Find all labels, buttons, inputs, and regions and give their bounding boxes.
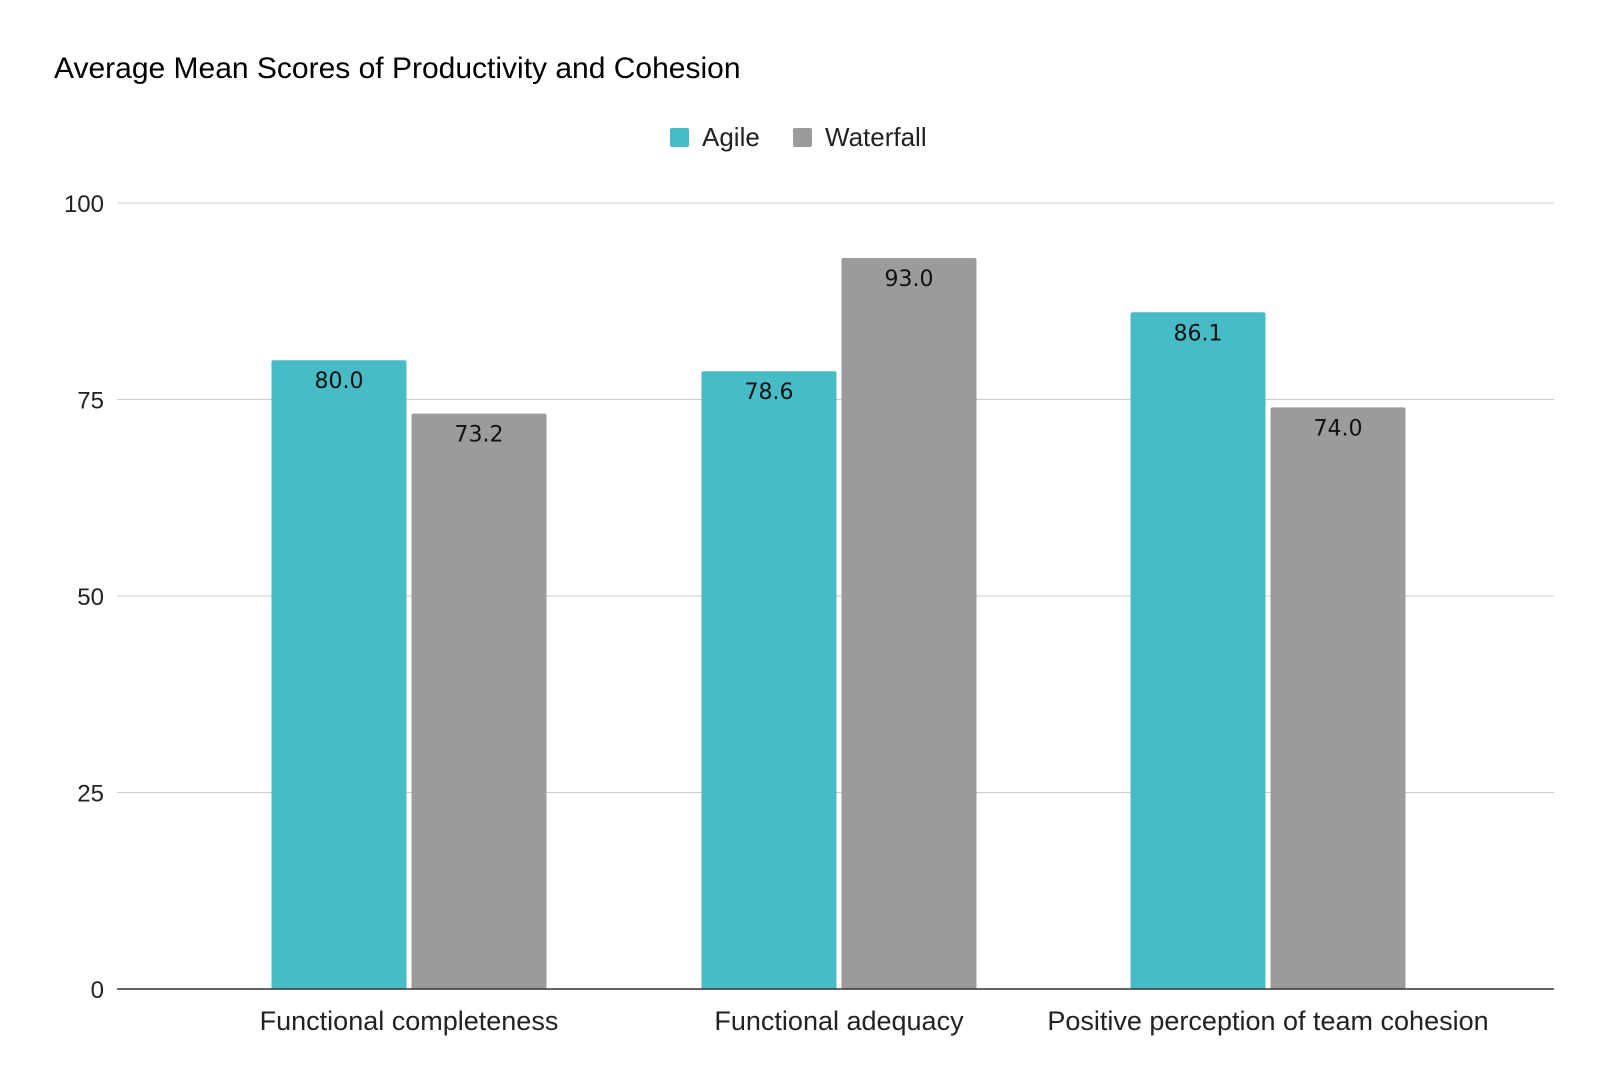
bar-waterfall [411, 413, 547, 989]
bar-waterfall [1270, 407, 1406, 989]
y-tick-label: 25 [77, 781, 104, 808]
bar-agile [271, 360, 407, 989]
legend-swatch-agile [670, 128, 689, 147]
y-tick-label: 100 [64, 191, 104, 218]
y-tick-label: 0 [91, 977, 104, 1004]
data-label-agile: 78.6 [745, 380, 794, 405]
x-axis-categories: Functional completeness Functional adequa… [260, 1006, 1489, 1036]
data-labels: 80.0 73.2 78.6 93.0 86.1 74.0 [315, 267, 1363, 448]
chart-title: Average Mean Scores of Productivity and … [54, 52, 741, 85]
bar-agile [1130, 312, 1266, 989]
bar-waterfall [841, 258, 977, 989]
legend: Agile Waterfall [670, 122, 927, 152]
x-category-label: Functional adequacy [714, 1006, 964, 1036]
x-category-label: Functional completeness [260, 1006, 559, 1036]
bar-agile [701, 371, 837, 990]
y-axis-ticks: 0 25 50 75 100 [64, 191, 104, 1004]
y-tick-label: 75 [77, 388, 104, 415]
x-category-label: Positive perception of team cohesion [1047, 1006, 1488, 1036]
data-label-waterfall: 73.2 [455, 423, 504, 448]
data-label-waterfall: 74.0 [1314, 416, 1363, 441]
legend-label-agile: Agile [702, 122, 760, 152]
legend-swatch-waterfall [793, 128, 812, 147]
legend-label-waterfall: Waterfall [825, 122, 927, 152]
bars [271, 258, 1406, 990]
data-label-agile: 86.1 [1174, 321, 1223, 346]
data-label-agile: 80.0 [315, 369, 364, 394]
y-tick-label: 50 [77, 584, 104, 611]
data-label-waterfall: 93.0 [885, 267, 934, 292]
